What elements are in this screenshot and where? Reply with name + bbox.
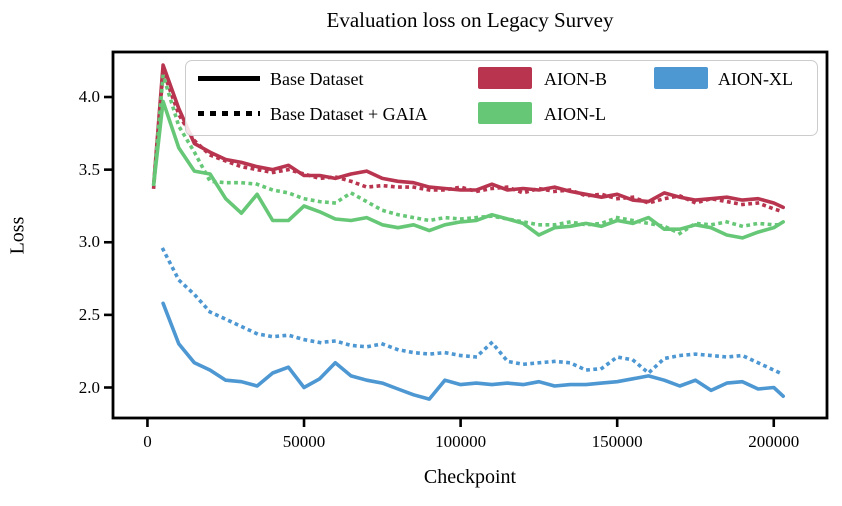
legend: Base Dataset Base Dataset + GAIA AION-B … — [185, 60, 818, 136]
y-tick-label: 2.5 — [78, 304, 100, 324]
legend-solid-line-sample — [198, 76, 260, 81]
legend-swatch-aion-xl — [654, 67, 708, 89]
legend-label-base-dataset: Base Dataset — [270, 69, 364, 89]
legend-label-aion-l: AION-L — [544, 104, 606, 124]
x-tick-label: 200000 — [748, 432, 800, 451]
y-tick-label: 2.0 — [78, 377, 100, 397]
y-tick-label: 4.0 — [78, 87, 100, 107]
legend-label-base-dataset-gaia: Base Dataset + GAIA — [270, 104, 428, 124]
series-line-aion-l-gaia — [151, 73, 785, 236]
x-tick-label: 0 — [143, 432, 152, 451]
series-line-aion-b-gaia — [151, 69, 786, 215]
legend-swatch-aion-b — [478, 67, 532, 89]
x-axis-label: Checkpoint — [423, 466, 517, 488]
legend-swatch-aion-l — [478, 102, 532, 124]
x-tick-label: 100000 — [435, 432, 487, 451]
x-tick-label: 50000 — [282, 432, 326, 451]
y-tick-label: 3.5 — [78, 159, 100, 179]
x-tick-label: 150000 — [591, 432, 643, 451]
legend-dotted-line-sample — [198, 111, 260, 116]
axes-spines — [111, 50, 829, 420]
legend-label-aion-xl: AION-XL — [718, 69, 793, 89]
legend-label-aion-b: AION-B — [544, 69, 607, 89]
chart-title: Evaluation loss on Legacy Survey — [326, 8, 614, 32]
series-line-aion-xl-base — [161, 301, 785, 401]
y-axis-label: Loss — [6, 216, 29, 255]
y-tick-label: 3.0 — [78, 232, 100, 252]
series-line-aion-xl-gaia — [160, 247, 786, 377]
series-line-aion-b-base — [151, 63, 785, 210]
series-line-aion-l-base — [151, 99, 785, 240]
